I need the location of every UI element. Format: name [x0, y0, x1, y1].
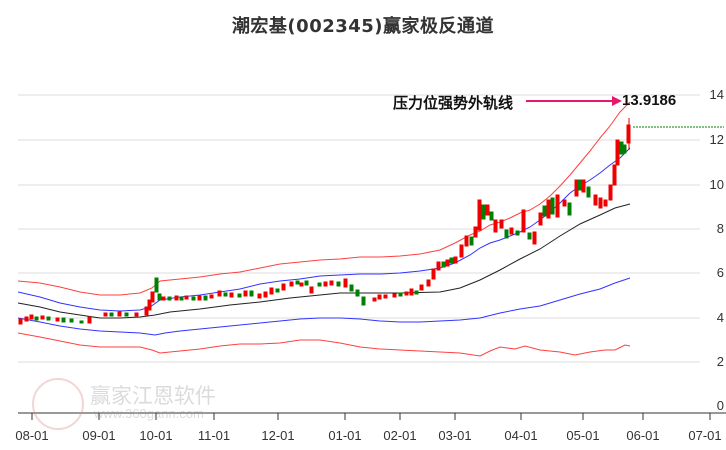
x-axis [18, 412, 726, 420]
y-tick-label: 8 [716, 221, 724, 236]
gridlines [18, 94, 700, 363]
y-tick-label: 4 [716, 310, 724, 325]
x-tick-label: 06-01 [626, 428, 660, 443]
y-tick-label: 2 [716, 354, 724, 369]
x-tick-label: 08-01 [15, 428, 49, 443]
x-tick-label: 09-01 [82, 428, 116, 443]
chart-title: 潮宏基(002345)赢家极反通道 [231, 16, 495, 37]
x-tick-label: 03-01 [438, 428, 472, 443]
watermark-name: 赢家江恩软件 [90, 384, 216, 408]
annotation-value: 13.9186 [622, 92, 677, 109]
y-tick-label: 14 [709, 87, 724, 102]
x-tick-label: 04-01 [504, 428, 538, 443]
y-tick-label: 6 [716, 265, 724, 280]
middle-line [17, 203, 631, 319]
x-tick-label: 10-01 [139, 428, 173, 443]
y-tick-label: 12 [709, 132, 724, 147]
lower-inner-band [17, 277, 631, 336]
lower-outer-band [17, 332, 631, 357]
x-tick-label: 11-01 [197, 428, 231, 443]
annotation-arrow [526, 96, 622, 106]
x-tick-label: 02-01 [383, 428, 417, 443]
x-tick-label: 01-01 [328, 428, 362, 443]
y-tick-label: 10 [709, 177, 724, 192]
y-tick-label: 0 [716, 398, 724, 413]
x-tick-label: 12-01 [261, 428, 295, 443]
x-tick-label: 05-01 [566, 428, 600, 443]
upper-outer-band [17, 101, 631, 296]
watermark-url: www.360gann.com [94, 406, 204, 421]
candlesticks [18, 118, 631, 325]
annotation-label: 压力位强势外轨线 [393, 94, 514, 112]
watermark-logo-icon [32, 378, 84, 430]
x-tick-label: 07-01 [688, 428, 722, 443]
